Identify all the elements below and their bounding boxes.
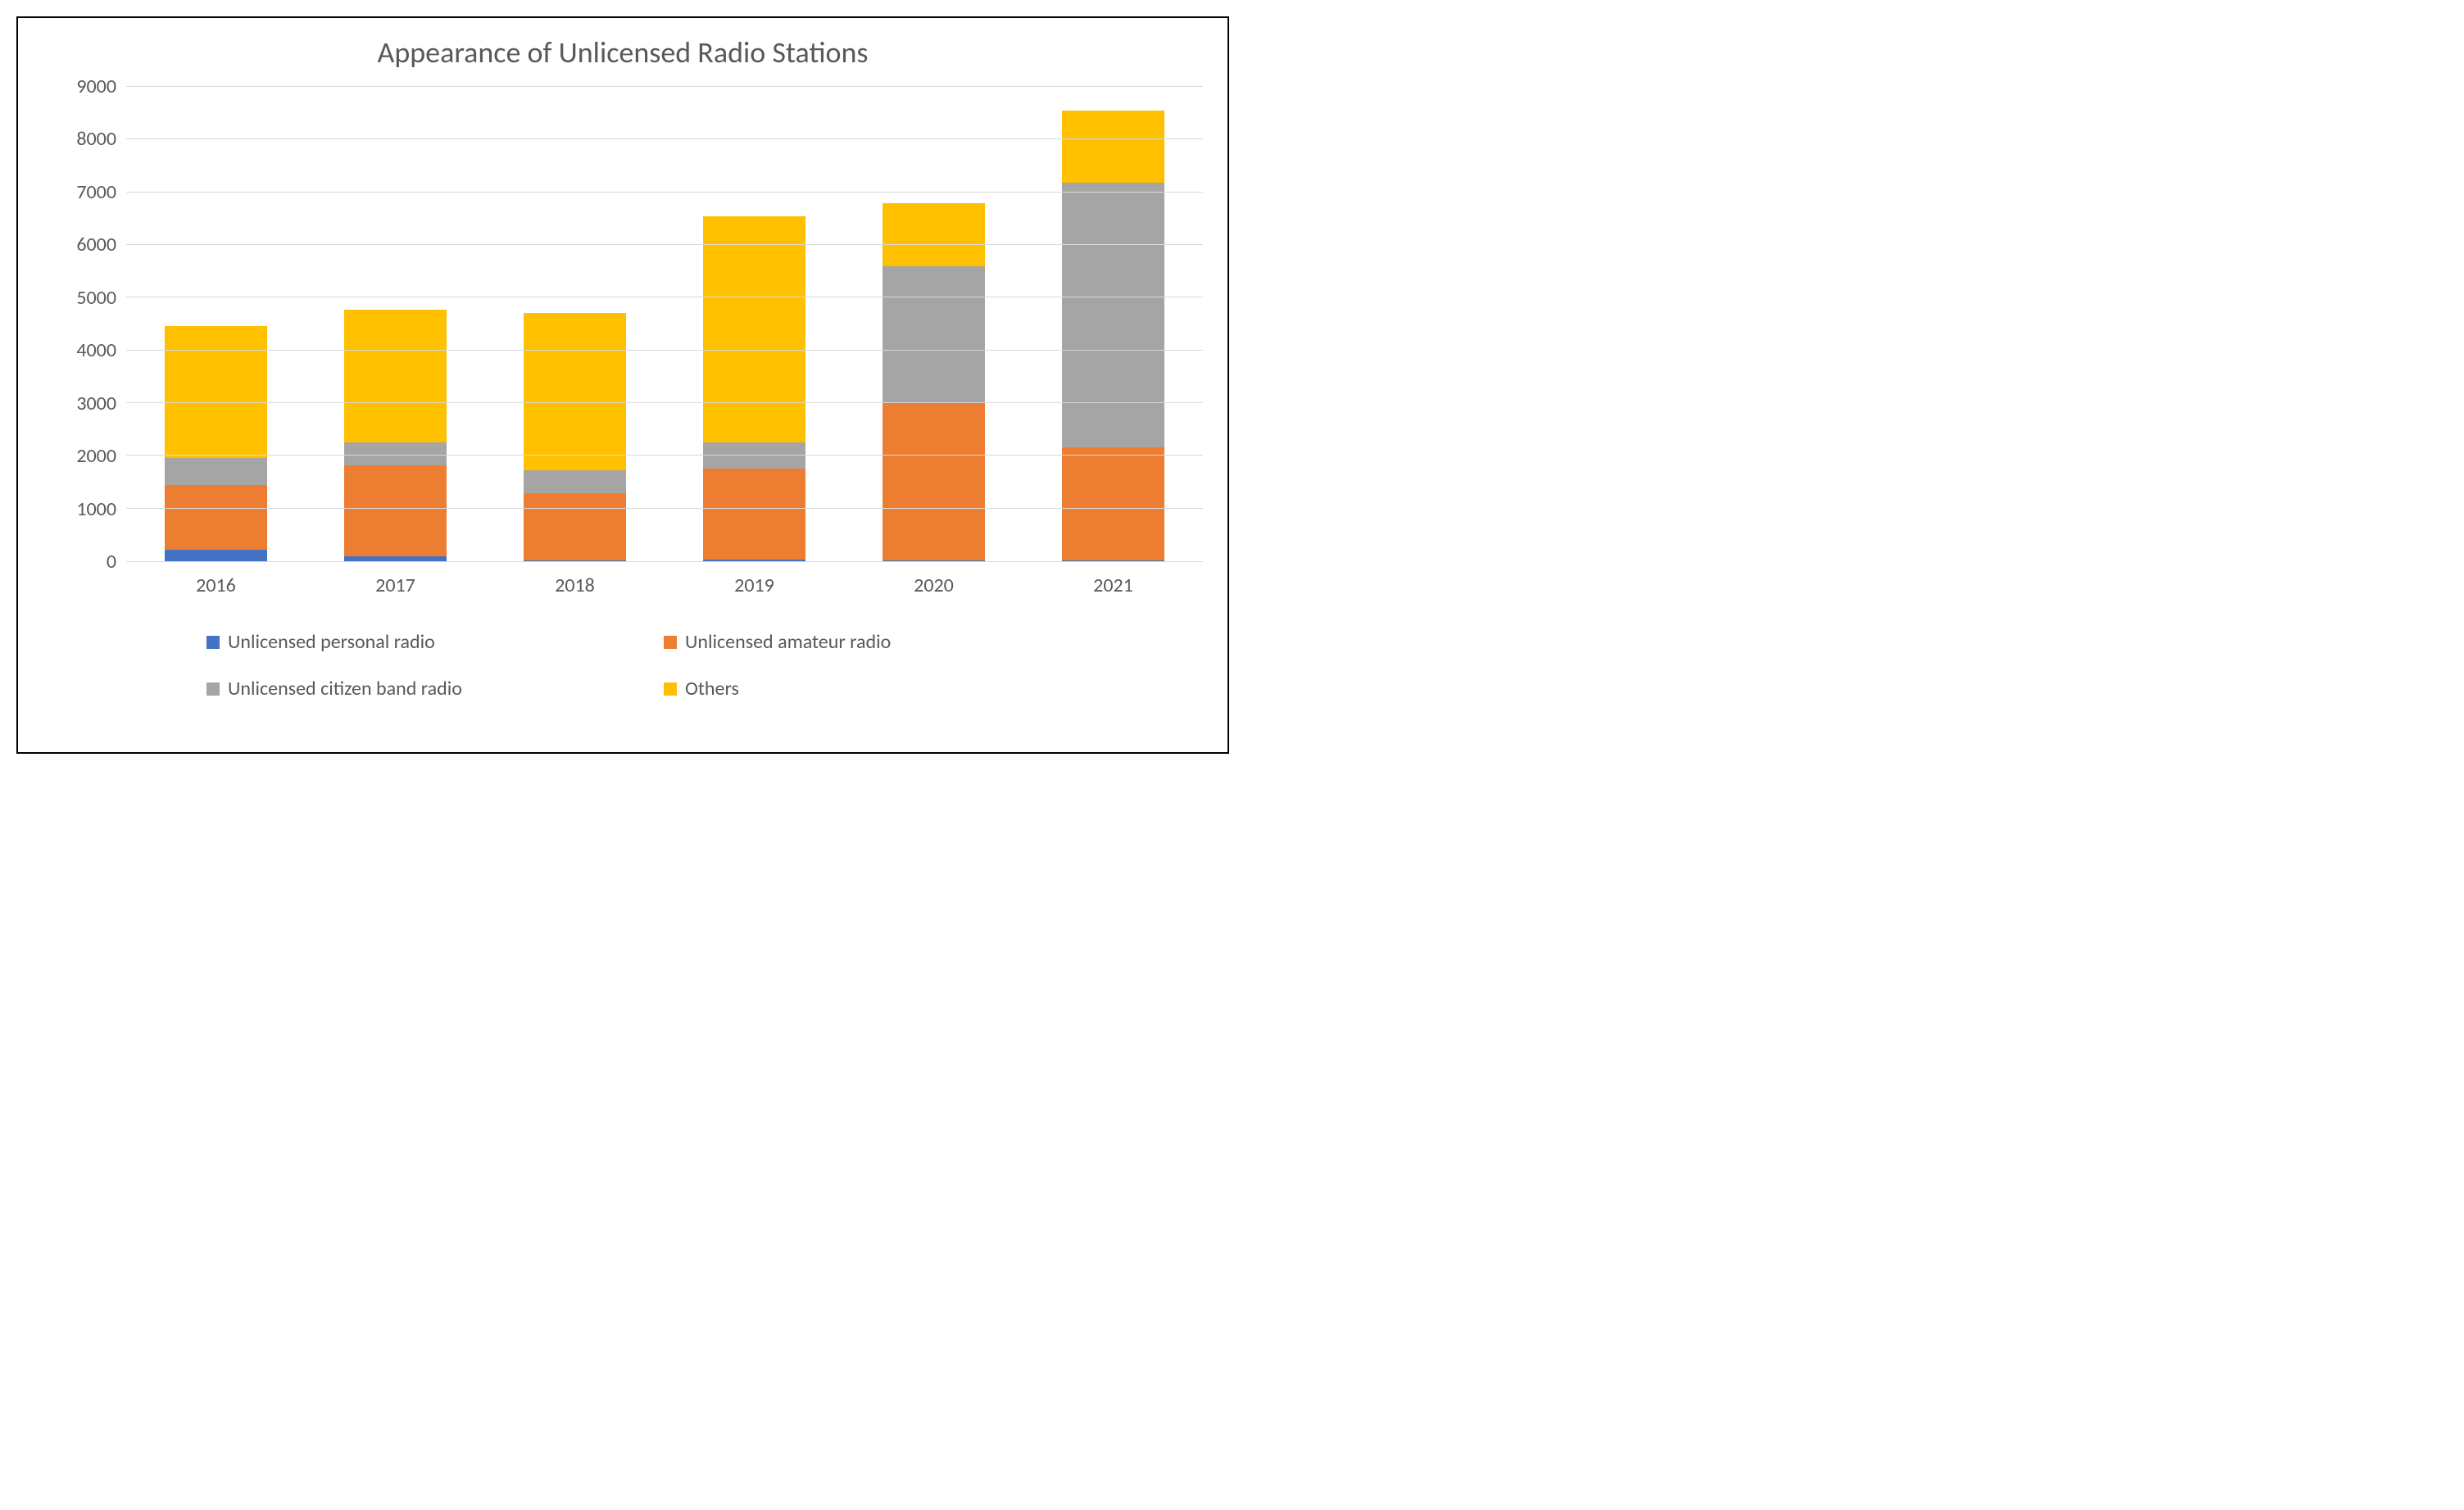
bar-segment (1062, 183, 1164, 448)
bar-segment (883, 560, 985, 561)
y-axis: 9000800070006000500040003000200010000 (43, 87, 126, 562)
x-tick-label: 2018 (524, 574, 626, 597)
bar-segment (344, 442, 447, 465)
x-tick-label: 2019 (703, 574, 805, 597)
gridline (126, 350, 1203, 351)
x-tick-label: 2017 (344, 574, 447, 597)
bar-segment (703, 469, 805, 560)
bar-segment (883, 403, 985, 560)
bar-segment (165, 485, 267, 550)
x-axis: 2016 2017 2018 2019 2020 2021 (126, 574, 1203, 597)
gridline (126, 86, 1203, 87)
legend-label: Unlicensed citizen band radio (228, 677, 462, 701)
bar-segment (165, 458, 267, 484)
bar-group (1062, 111, 1164, 561)
bar-segment (524, 470, 626, 493)
legend-swatch (206, 682, 220, 696)
bar-segment (344, 310, 447, 442)
gridline (126, 402, 1203, 403)
legend-item: Others (664, 677, 1121, 701)
bar-segment (165, 326, 267, 458)
legend-swatch (664, 682, 677, 696)
bar-segment (1062, 447, 1164, 560)
bar-segment (344, 556, 447, 561)
legend-swatch (206, 636, 220, 649)
legend-label: Unlicensed amateur radio (685, 630, 891, 654)
bar-segment (1062, 111, 1164, 183)
legend-label: Unlicensed personal radio (228, 630, 435, 654)
bar-group (165, 326, 267, 561)
bar-segment (1062, 560, 1164, 561)
x-tick-label: 2020 (883, 574, 985, 597)
bar-segment (524, 313, 626, 470)
legend-item: Unlicensed citizen band radio (206, 677, 664, 701)
bar-segment (524, 493, 626, 560)
gridline (126, 138, 1203, 139)
bar-segment (883, 266, 985, 403)
bar-segment (703, 216, 805, 442)
bar-segment (165, 550, 267, 561)
bar-segment (344, 465, 447, 556)
plot-area: 9000800070006000500040003000200010000 (43, 87, 1203, 562)
bars-area (126, 87, 1203, 561)
bar-segment (524, 560, 626, 561)
bar-segment (883, 203, 985, 266)
bar-segment (703, 560, 805, 561)
legend-label: Others (685, 677, 739, 701)
legend-swatch (664, 636, 677, 649)
x-tick-label: 2021 (1062, 574, 1164, 597)
bar-group (703, 216, 805, 561)
x-tick-label: 2016 (165, 574, 267, 597)
gridline (126, 244, 1203, 245)
chart-container: Appearance of Unlicensed Radio Stations … (16, 16, 1229, 754)
legend-item: Unlicensed amateur radio (664, 630, 1121, 654)
legend-item: Unlicensed personal radio (206, 630, 664, 654)
bar-group (344, 310, 447, 561)
gridline (126, 508, 1203, 509)
chart-title: Appearance of Unlicensed Radio Stations (43, 34, 1203, 70)
gridline (126, 455, 1203, 456)
grid-area (126, 87, 1203, 562)
gridline (126, 192, 1203, 193)
legend: Unlicensed personal radio Unlicensed amat… (206, 630, 1121, 701)
